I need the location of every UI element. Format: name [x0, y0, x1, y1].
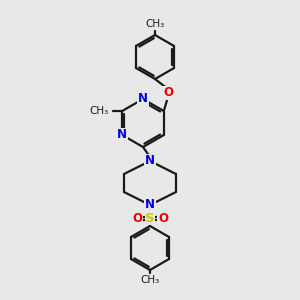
Text: CH₃: CH₃: [146, 19, 165, 29]
Text: S: S: [145, 212, 155, 224]
Text: CH₃: CH₃: [140, 275, 160, 285]
Text: N: N: [138, 92, 148, 106]
Text: O: O: [163, 86, 173, 100]
Text: N: N: [117, 128, 127, 142]
Text: N: N: [145, 154, 155, 167]
Text: O: O: [132, 212, 142, 224]
Text: CH₃: CH₃: [89, 106, 108, 116]
Text: O: O: [158, 212, 168, 224]
Text: N: N: [145, 199, 155, 212]
